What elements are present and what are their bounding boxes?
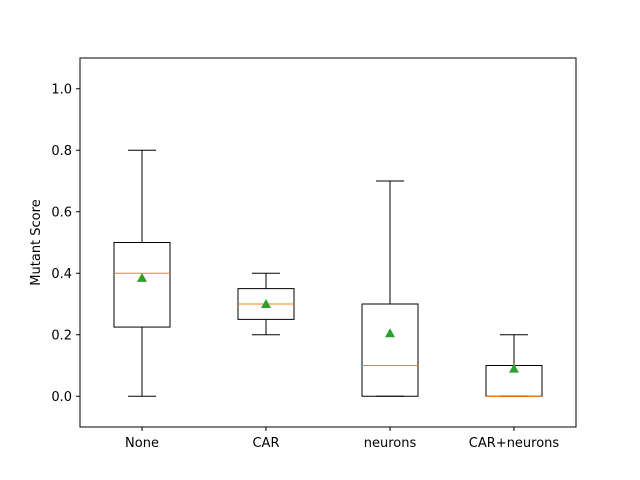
y-tick-label: 1.0: [51, 82, 72, 97]
y-tick-label: 0.6: [51, 205, 72, 220]
mean-marker: [137, 272, 147, 282]
x-tick-label: None: [125, 436, 159, 451]
plot-area: [113, 149, 543, 397]
y-tick-label: 0.4: [51, 267, 72, 282]
box-iqr: [113, 242, 171, 328]
box-group: [485, 334, 543, 397]
x-tick-label: neurons: [364, 436, 417, 451]
x-axis: None CAR neurons CAR+neurons: [125, 427, 559, 451]
mean-marker: [385, 328, 395, 338]
y-tick-label: 0.2: [51, 328, 72, 343]
box-group: [361, 180, 419, 397]
y-axis-label: Mutant Score: [29, 199, 44, 285]
mean-marker: [261, 299, 271, 308]
box-group: [113, 149, 171, 397]
y-tick-label: 0.8: [51, 144, 72, 159]
axes-frame: [79, 57, 577, 428]
box-group: [237, 272, 295, 336]
x-tick-label: CAR+neurons: [469, 436, 560, 451]
box-iqr: [361, 303, 419, 397]
x-tick-label: CAR: [252, 436, 279, 451]
mean-marker: [509, 363, 519, 373]
y-tick-label: 0.0: [51, 390, 72, 405]
y-axis: 0.0 0.2 0.4 0.6 0.8 1.0: [51, 82, 80, 405]
